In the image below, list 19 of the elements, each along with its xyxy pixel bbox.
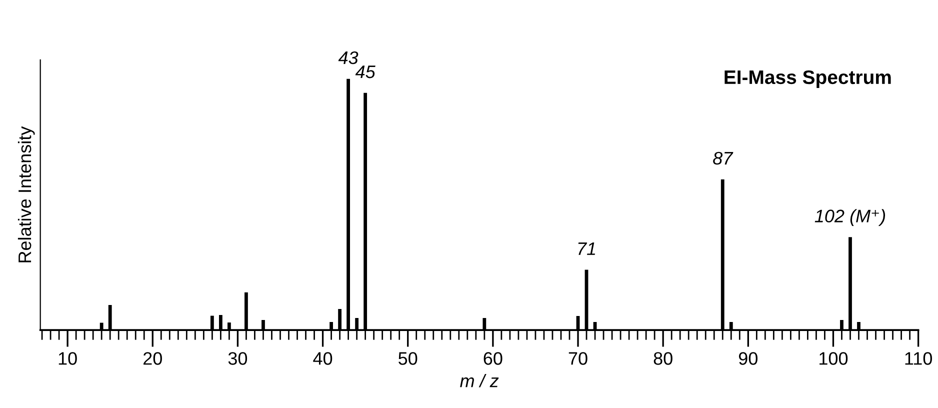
- y-axis-title: Relative Intensity: [18, 126, 35, 262]
- annotation: 87: [713, 152, 734, 165]
- x-tick-label: 50: [398, 352, 418, 365]
- annotation: 102 (M⁺): [814, 209, 886, 226]
- annotation: 43: [338, 51, 358, 64]
- x-tick-label: 20: [144, 352, 162, 365]
- x-axis-title: m / z: [460, 374, 499, 388]
- x-tick-label: 80: [654, 352, 672, 365]
- chart-title: EI-Mass Spectrum: [724, 70, 891, 88]
- x-tick-label: 40: [313, 352, 332, 365]
- x-tick-label: 110: [905, 352, 932, 365]
- x-tick-label: 30: [228, 352, 248, 365]
- annotation: 71: [578, 242, 596, 255]
- x-tick-label: 60: [484, 352, 502, 365]
- x-tick-label: 70: [568, 352, 588, 365]
- annotation: 45: [355, 66, 376, 78]
- x-tick-label: 10: [58, 352, 77, 365]
- x-tick-label: 100: [820, 352, 848, 365]
- x-tick-label: 90: [738, 352, 758, 365]
